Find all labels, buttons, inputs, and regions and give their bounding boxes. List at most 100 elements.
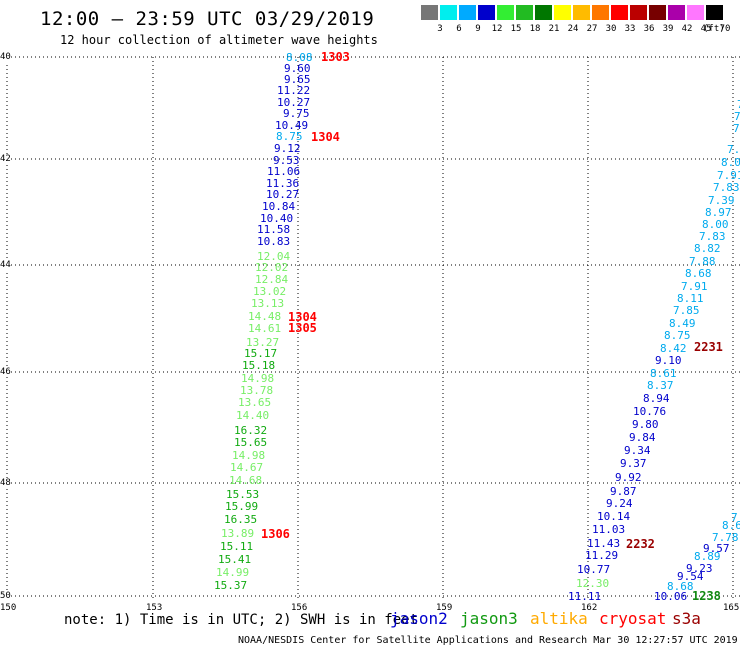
wave-height-value: 10.83 bbox=[257, 235, 291, 248]
legend-label: 18 bbox=[529, 24, 541, 34]
legend-label: 33 bbox=[624, 24, 636, 34]
wave-height-value: 14.48 bbox=[248, 310, 282, 323]
wave-height-value: 16.35 bbox=[224, 513, 258, 526]
lat-label: 46 bbox=[0, 367, 11, 377]
wave-height-value: 7.91 bbox=[717, 169, 740, 182]
wave-height-value: 10.06 bbox=[654, 590, 688, 603]
wave-height-value: 8.37 bbox=[647, 379, 674, 392]
satellite-jason2: jason2 bbox=[390, 609, 448, 628]
wave-height-value: 14.67 bbox=[230, 461, 264, 474]
map-title: 12:00 — 23:59 UTC 03/29/2019 bbox=[40, 8, 375, 30]
wave-height-value: 9.37 bbox=[620, 457, 647, 470]
lon-label: 159 bbox=[436, 603, 453, 613]
wave-height-value: 10.76 bbox=[633, 405, 667, 418]
wave-height-value: 15.53 bbox=[226, 488, 260, 501]
time-marker: 1303 bbox=[321, 50, 350, 64]
wave-height-value: 8.42 bbox=[660, 342, 687, 355]
legend-swatch bbox=[706, 5, 723, 20]
wave-height-value: 16.32 bbox=[234, 424, 268, 437]
wave-height-value: 14.99 bbox=[216, 566, 250, 579]
wave-height-value: 7.78 bbox=[712, 531, 739, 544]
wave-height-value: 10.40 bbox=[260, 212, 294, 225]
wave-height-value: 8.82 bbox=[694, 242, 721, 255]
lon-label: 156 bbox=[291, 603, 308, 613]
satellite-altika: altika bbox=[530, 609, 588, 628]
legend-label: 15 bbox=[510, 24, 522, 34]
wave-height-value: 8.00 bbox=[702, 218, 729, 231]
wave-height-value: 11.06 bbox=[267, 165, 301, 178]
time-marker: 2231 bbox=[694, 340, 723, 354]
wave-height-value: 9.54 bbox=[677, 570, 704, 583]
wave-height-value: 13.13 bbox=[251, 297, 285, 310]
wave-height-value: 8.11 bbox=[677, 292, 704, 305]
wave-height-value: 8.49 bbox=[669, 317, 696, 330]
wave-height-value: 7. bbox=[734, 110, 740, 123]
legend-swatch bbox=[535, 5, 552, 20]
wave-height-value: 9.65 bbox=[284, 73, 311, 86]
wave-height-value: 8.68 bbox=[667, 580, 694, 593]
wave-height-value: 10.77 bbox=[577, 563, 611, 576]
legend-label: 3 bbox=[437, 24, 443, 34]
wave-height-value: 14.61 bbox=[248, 322, 282, 335]
wave-height-value: 9.24 bbox=[606, 497, 633, 510]
wave-height-value: 9.23 bbox=[686, 562, 713, 575]
legend-swatch bbox=[421, 5, 438, 20]
wave-height-value: 7.85 bbox=[673, 304, 700, 317]
wave-height-value: 12.04 bbox=[257, 250, 291, 263]
wave-height-value: 9.87 bbox=[610, 485, 637, 498]
legend-label: 70 bbox=[719, 24, 731, 34]
wave-height-value: 9.84 bbox=[629, 431, 656, 444]
legend-swatch bbox=[592, 5, 609, 20]
wave-height-value: 9.57 bbox=[703, 542, 730, 555]
wave-height-value: 10.84 bbox=[262, 200, 296, 213]
lon-label: 153 bbox=[146, 603, 163, 613]
wave-height-value: 13.02 bbox=[253, 285, 287, 298]
wave-height-value: 13.78 bbox=[240, 384, 274, 397]
time-marker: 2232 bbox=[626, 537, 655, 551]
wave-height-value: 10.49 bbox=[275, 119, 309, 132]
legend-label: 42 bbox=[681, 24, 693, 34]
legend-swatch bbox=[459, 5, 476, 20]
satellite-s3a: s3a bbox=[672, 609, 701, 628]
wave-height-value: 12.84 bbox=[255, 273, 289, 286]
wave-height-value: 11.43 bbox=[587, 537, 621, 550]
legend-swatch bbox=[611, 5, 628, 20]
wave-height-value: 7 bbox=[737, 99, 740, 110]
satellite-cryosat: cryosat bbox=[599, 609, 667, 628]
time-marker: 1304 bbox=[288, 310, 317, 324]
legend-label: 24 bbox=[567, 24, 579, 34]
wave-height-value: 14.98 bbox=[241, 372, 275, 385]
legend-label: 9 bbox=[475, 24, 481, 34]
lat-label: 48 bbox=[0, 478, 11, 488]
wave-height-value: 15.37 bbox=[214, 579, 248, 592]
wave-height-value: 7. bbox=[733, 122, 740, 135]
time-marker: 1304 bbox=[311, 130, 340, 144]
lon-label: 150 bbox=[0, 603, 17, 613]
lat-label: 44 bbox=[0, 260, 11, 270]
wave-height-value: 8.6 bbox=[722, 519, 740, 532]
wave-height-value: 7.91 bbox=[681, 280, 708, 293]
time-marker: 1305 bbox=[288, 321, 317, 335]
wave-height-value: 11.29 bbox=[585, 549, 619, 562]
legend-swatch bbox=[478, 5, 495, 20]
legend-label: 39 bbox=[662, 24, 674, 34]
wave-height-value: 15.18 bbox=[242, 359, 276, 372]
wave-height-value: 7.39 bbox=[708, 194, 735, 207]
wave-height-value: 15.99 bbox=[225, 500, 259, 513]
time-marker: 1238 bbox=[692, 589, 721, 603]
legend-label: 21 bbox=[548, 24, 560, 34]
legend-swatch bbox=[687, 5, 704, 20]
legend-label: 45 bbox=[700, 24, 712, 34]
lon-label: 162 bbox=[581, 603, 598, 613]
wave-height-value: 12.30 bbox=[576, 577, 610, 590]
wave-height-value: 7.88 bbox=[689, 255, 716, 268]
legend-label: 6 bbox=[456, 24, 462, 34]
legend-swatch bbox=[668, 5, 685, 20]
wave-height-value: 8.0 bbox=[721, 156, 740, 169]
wave-height-value: 13.27 bbox=[246, 336, 280, 349]
wave-height-value: 8.89 bbox=[694, 550, 721, 563]
legend-swatch bbox=[516, 5, 533, 20]
wave-height-value: 11.36 bbox=[266, 177, 300, 190]
wave-height-value: 11.58 bbox=[257, 223, 291, 236]
